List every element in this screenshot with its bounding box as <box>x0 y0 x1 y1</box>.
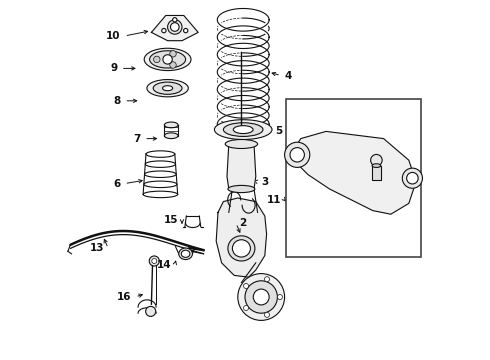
Circle shape <box>152 258 157 264</box>
Circle shape <box>146 306 156 316</box>
Circle shape <box>402 168 422 188</box>
Circle shape <box>370 154 382 166</box>
Text: 16: 16 <box>117 292 132 302</box>
Circle shape <box>184 28 188 33</box>
Circle shape <box>153 56 160 63</box>
Circle shape <box>244 306 248 311</box>
Circle shape <box>149 256 159 266</box>
Ellipse shape <box>164 133 178 139</box>
Text: 3: 3 <box>261 177 269 187</box>
Ellipse shape <box>144 181 177 188</box>
Circle shape <box>171 23 179 31</box>
Text: 4: 4 <box>285 71 292 81</box>
Ellipse shape <box>233 126 253 134</box>
Ellipse shape <box>225 140 258 149</box>
Polygon shape <box>151 15 198 41</box>
Text: 9: 9 <box>110 63 117 73</box>
Circle shape <box>244 283 248 288</box>
Text: 8: 8 <box>114 96 121 106</box>
Ellipse shape <box>232 240 250 257</box>
Ellipse shape <box>149 51 186 68</box>
Circle shape <box>285 142 310 167</box>
Circle shape <box>170 50 176 57</box>
Circle shape <box>265 277 270 282</box>
Circle shape <box>253 289 269 305</box>
Circle shape <box>238 274 285 320</box>
Text: 15: 15 <box>164 215 178 225</box>
Ellipse shape <box>223 123 263 136</box>
Ellipse shape <box>144 48 191 71</box>
Polygon shape <box>216 198 267 277</box>
Polygon shape <box>227 144 256 189</box>
Circle shape <box>277 294 282 300</box>
Text: 13: 13 <box>90 243 104 253</box>
Ellipse shape <box>164 122 178 128</box>
Text: 14: 14 <box>157 260 171 270</box>
Text: 10: 10 <box>106 31 121 41</box>
Text: 7: 7 <box>133 134 141 144</box>
Circle shape <box>407 172 418 184</box>
Ellipse shape <box>179 248 193 260</box>
Circle shape <box>170 62 176 68</box>
Ellipse shape <box>153 82 182 94</box>
Circle shape <box>265 312 270 317</box>
Ellipse shape <box>146 151 175 157</box>
Text: 5: 5 <box>275 126 283 136</box>
Ellipse shape <box>145 161 175 167</box>
Text: 2: 2 <box>240 218 247 228</box>
Ellipse shape <box>147 80 188 97</box>
Circle shape <box>245 281 277 313</box>
Ellipse shape <box>228 185 255 193</box>
Ellipse shape <box>372 164 381 167</box>
Circle shape <box>168 20 182 34</box>
Polygon shape <box>294 131 416 214</box>
Text: 6: 6 <box>114 179 121 189</box>
Ellipse shape <box>143 191 178 198</box>
Text: 11: 11 <box>267 195 281 205</box>
Circle shape <box>172 18 177 22</box>
Bar <box>286 99 421 257</box>
Circle shape <box>163 55 172 64</box>
Ellipse shape <box>163 86 172 91</box>
Text: 1: 1 <box>261 306 269 316</box>
Ellipse shape <box>181 250 190 257</box>
Circle shape <box>290 148 304 162</box>
Ellipse shape <box>215 120 272 140</box>
Ellipse shape <box>145 171 176 177</box>
Ellipse shape <box>228 236 255 261</box>
Text: 12: 12 <box>295 148 310 158</box>
Circle shape <box>162 28 166 33</box>
Bar <box>372 166 381 180</box>
